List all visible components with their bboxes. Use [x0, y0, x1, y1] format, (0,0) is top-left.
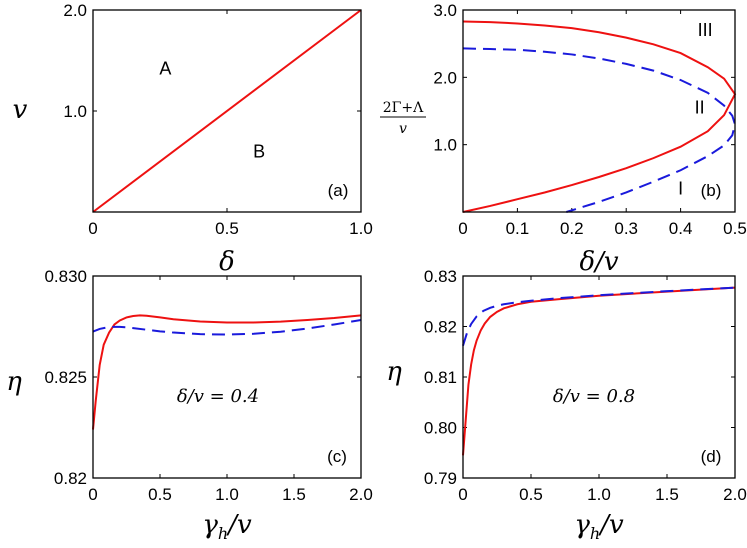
- panel-b: 0 0.1 0.2 0.3 0.4 0.5 1.0 2.0 3.0 III II I (b) δ…: [380, 1, 747, 277]
- panel-a: 0 0.5 1.0 1.0 2.0 A B (a) δ v: [13, 1, 373, 277]
- panel-b-tick-labels: 0 0.1 0.2 0.3 0.4 0.5 1.0 2.0 3.0: [433, 1, 746, 238]
- y-tick-label: 1.0: [433, 136, 457, 155]
- x-tick-label: 0.5: [723, 219, 747, 238]
- x-tick-label: 0.5: [215, 219, 239, 238]
- panel-d-annotation: δ/v = 0.8: [553, 386, 635, 407]
- panel-d-label: (d): [701, 447, 722, 466]
- series-line-boundary: [92, 9, 362, 213]
- series-line-red: [462, 286, 736, 456]
- panel-c-xlabel: γh/v: [202, 510, 252, 543]
- x-tick-label: 0: [458, 219, 467, 238]
- panel-b-label: (b): [701, 181, 722, 200]
- series-line-red: [92, 314, 362, 430]
- y-tick-label: 0.825: [44, 368, 87, 387]
- x-tick-label: 0.5: [519, 485, 543, 504]
- panel-d-series: [462, 286, 736, 456]
- panel-d-ylabel: η: [386, 357, 402, 387]
- panel-d-tick-labels: 0 0.5 1.0 1.5 2.0 0.79 0.80 0.81 0.82 0.83: [424, 267, 747, 504]
- panel-c-label: (c): [327, 447, 347, 466]
- y-tick-label: 0.82: [54, 469, 87, 488]
- panel-b-ylabel: 2Γ+Λ v: [380, 100, 426, 137]
- y-tick-label: 0.830: [44, 267, 87, 286]
- panel-a-series: [92, 9, 362, 213]
- panel-d-xlabel: γh/v: [574, 510, 624, 543]
- x-tick-label: 0.3: [614, 219, 638, 238]
- panel-c-ylabel: η: [6, 367, 22, 397]
- x-tick-label: 1.0: [215, 485, 239, 504]
- panel-b-ylabel-numerator: 2Γ+Λ: [383, 100, 424, 116]
- panel-d-frame: [462, 275, 736, 479]
- y-tick-label: 2.0: [63, 1, 87, 20]
- panel-b-region-label: II: [695, 98, 705, 118]
- panel-b-region-label: III: [698, 20, 713, 40]
- x-tick-label: 0.5: [148, 485, 172, 504]
- x-tick-label: 1.0: [349, 219, 373, 238]
- panel-a-label: (a): [328, 181, 349, 200]
- y-tick-label: 0.83: [424, 267, 457, 286]
- panel-d: 0 0.5 1.0 1.5 2.0 0.79 0.80 0.81 0.82 0.83 δ/v = …: [386, 267, 747, 543]
- y-tick-label: 0.80: [424, 419, 457, 438]
- panel-d-xlabel-sub: h: [590, 524, 600, 543]
- panel-a-region-label: A: [159, 59, 171, 79]
- panel-c-xlabel-sub: h: [218, 524, 228, 543]
- x-tick-label: 2.0: [349, 485, 373, 504]
- panel-a-tick-labels: 0 0.5 1.0 1.0 2.0: [63, 1, 372, 238]
- panel-c-series: [92, 314, 362, 430]
- panel-d-xlabel-main: γ: [574, 510, 590, 540]
- x-tick-label: 1.5: [282, 485, 306, 504]
- panel-b-ylabel-denominator: v: [399, 121, 407, 137]
- x-tick-label: 1.0: [587, 485, 611, 504]
- panel-b-xlabel: δ/v: [579, 247, 618, 277]
- panel-d-xlabel-tail: /v: [597, 510, 624, 540]
- x-tick-label: 0: [458, 485, 467, 504]
- x-tick-label: 2.0: [723, 485, 747, 504]
- panel-a-region-label: B: [253, 141, 265, 161]
- panel-b-region-label: I: [678, 178, 683, 198]
- panel-c-xlabel-main: γ: [202, 510, 218, 540]
- y-tick-label: 3.0: [433, 1, 457, 20]
- series-line-blue: [462, 286, 736, 346]
- panel-d-grid-ticks: [462, 275, 736, 479]
- panel-a-frame: [92, 9, 362, 213]
- panel-c-tick-labels: 0 0.5 1.0 1.5 2.0 0.82 0.825 0.830: [44, 267, 372, 504]
- panel-b-frame: [462, 9, 736, 213]
- x-tick-label: 0: [88, 485, 97, 504]
- y-tick-label: 0.79: [424, 469, 457, 488]
- y-tick-label: 0.82: [424, 318, 457, 337]
- y-tick-label: 2.0: [433, 68, 457, 87]
- x-tick-label: 0: [88, 219, 97, 238]
- series-line-blue: [92, 319, 362, 336]
- panel-c-grid-ticks: [92, 275, 362, 479]
- x-tick-label: 0.2: [560, 219, 584, 238]
- series-line-blue: [462, 47, 737, 213]
- panel-c-frame: [92, 275, 362, 479]
- panel-a-ylabel: v: [13, 95, 28, 125]
- y-tick-label: 0.81: [424, 368, 457, 387]
- x-tick-label: 0.4: [669, 219, 693, 238]
- panel-a-xlabel: δ: [219, 247, 235, 277]
- panel-c-annotation: δ/v = 0.4: [177, 386, 259, 407]
- x-tick-label: 1.5: [655, 485, 679, 504]
- panel-c-xlabel-tail: /v: [225, 510, 252, 540]
- panel-c: 0 0.5 1.0 1.5 2.0 0.82 0.825 0.830 δ/v = 0.4 (c…: [6, 267, 373, 543]
- y-tick-label: 1.0: [63, 102, 87, 121]
- x-tick-label: 0.1: [506, 219, 530, 238]
